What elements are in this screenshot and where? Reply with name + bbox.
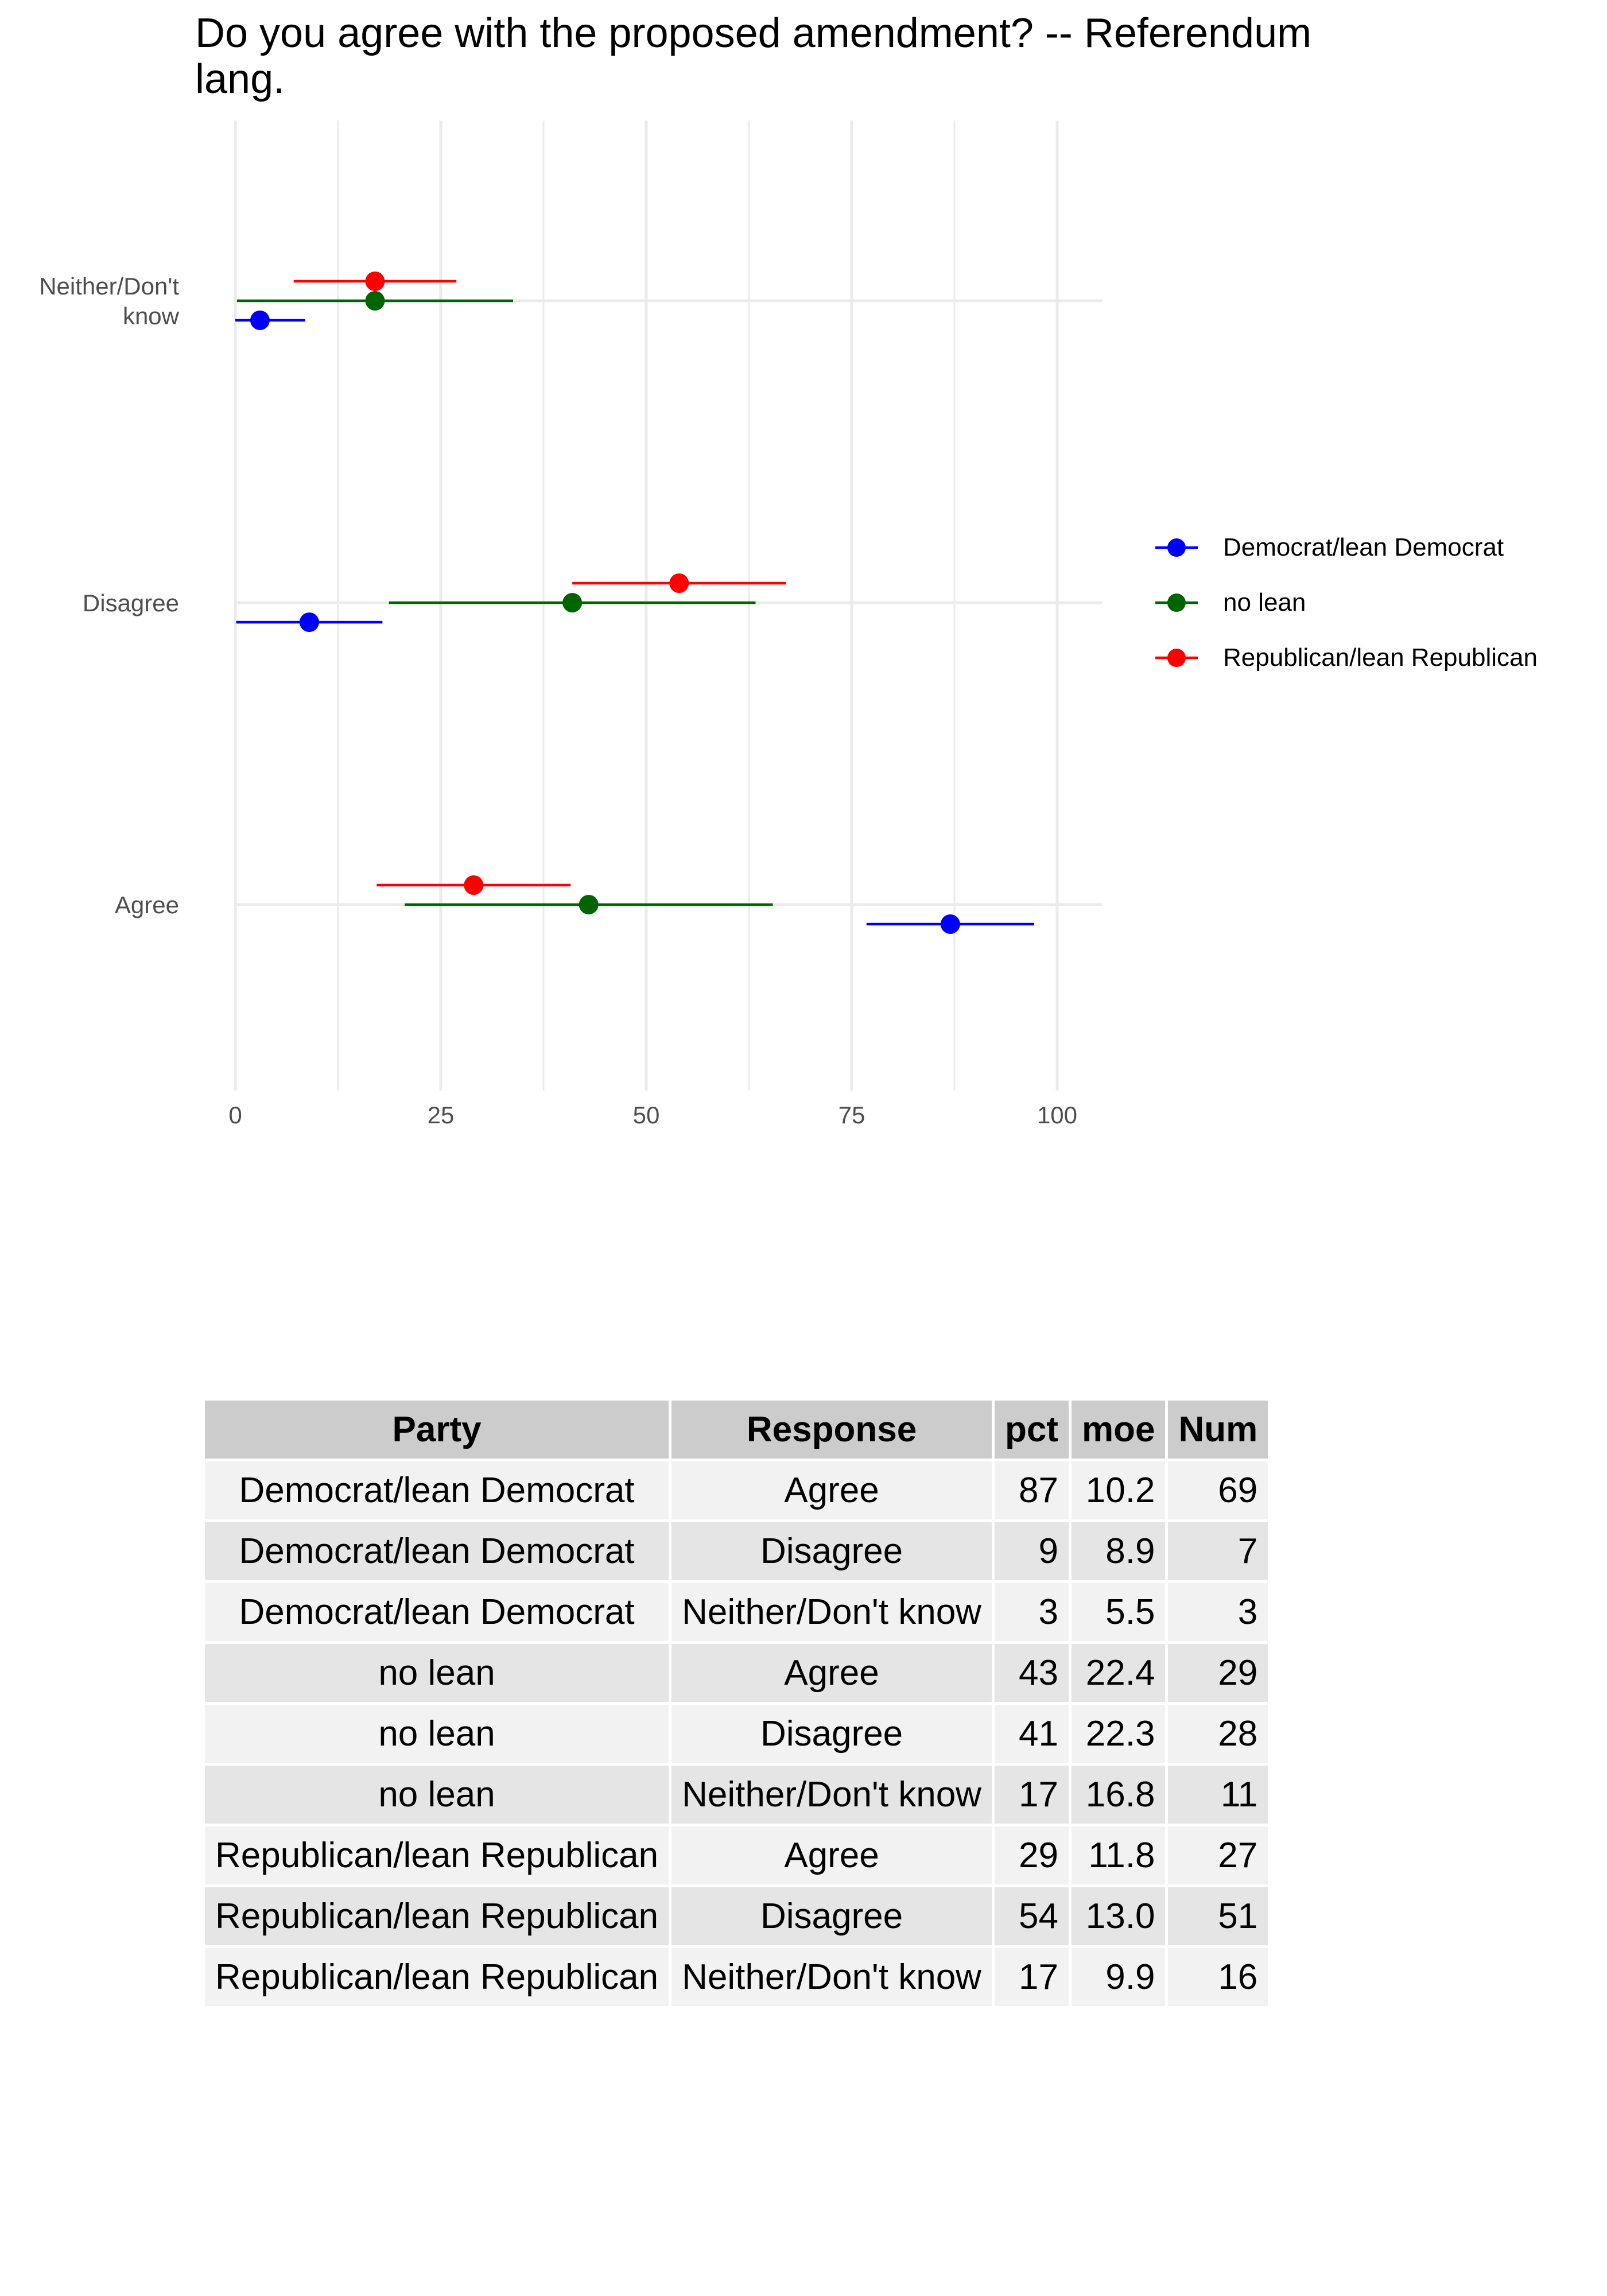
legend-label: Democrat/lean Democrat	[1223, 533, 1504, 561]
table-cell: 11	[1165, 1763, 1271, 1826]
table-cell: 9	[991, 1519, 1072, 1583]
table-header: Party Response pct moe Num	[201, 1398, 1271, 1461]
chart-title: Do you agree with the proposed amendment…	[195, 10, 1312, 102]
table-header-row: Party Response pct moe Num	[201, 1398, 1271, 1461]
data-point	[250, 311, 270, 330]
table-cell: 8.9	[1068, 1519, 1169, 1583]
legend-key-marker	[1155, 594, 1198, 612]
table-cell: 41	[991, 1702, 1072, 1766]
table-cell: Democrat/lean Democrat	[201, 1519, 672, 1583]
table-cell: Disagree	[669, 1884, 995, 1948]
table-row: Republican/lean Republican Disagree 54 13.0…	[201, 1884, 1271, 1948]
x-tick-label: 75	[839, 1102, 865, 1128]
column-header: Party	[201, 1398, 672, 1461]
table-body: Democrat/lean Democrat Agree 87 10.2 69 Democ…	[201, 1459, 1271, 2009]
table-cell: Neither/Don't know	[669, 1945, 995, 2009]
table-cell: 10.2	[1068, 1459, 1169, 1522]
table-row: no lean Neither/Don't know 17 16.8 11	[201, 1763, 1271, 1826]
table-cell: 28	[1165, 1702, 1271, 1766]
table-cell: 27	[1165, 1824, 1271, 1887]
table-cell: no lean	[201, 1763, 672, 1826]
data-point	[940, 914, 960, 934]
table-cell: 29	[991, 1824, 1072, 1887]
data-point	[579, 895, 599, 914]
data-point	[562, 593, 583, 612]
table-cell: Democrat/lean Democrat	[201, 1459, 672, 1522]
table-row: Republican/lean Republican Agree 29 11.8 27	[201, 1824, 1271, 1887]
data-table: Party Response pct moe Num Democrat/lean Dem…	[201, 1398, 1271, 2009]
column-header: Num	[1165, 1398, 1271, 1461]
table-row: Republican/lean Republican Neither/Don't …	[201, 1945, 1271, 2009]
table-cell: 5.5	[1068, 1580, 1169, 1644]
table-cell: 16	[1165, 1945, 1271, 2009]
table-row: no lean Agree 43 22.4 29	[201, 1641, 1271, 1705]
data-point	[365, 291, 385, 311]
data-point	[464, 875, 484, 895]
table-cell: Democrat/lean Democrat	[201, 1580, 672, 1644]
table-cell: 13.0	[1068, 1884, 1169, 1948]
table-cell: Disagree	[669, 1519, 995, 1583]
x-tick-label: 0	[228, 1102, 242, 1128]
table-cell: 7	[1165, 1519, 1271, 1583]
legend-key-marker	[1155, 649, 1198, 667]
legend-label: Republican/lean Republican	[1223, 643, 1538, 672]
table-cell: 22.3	[1068, 1702, 1169, 1766]
table-row: Democrat/lean Democrat Agree 87 10.2 69	[201, 1459, 1271, 1522]
table-cell: Agree	[669, 1459, 995, 1522]
legend-label: no lean	[1223, 588, 1306, 616]
table-cell: 54	[991, 1884, 1072, 1948]
chart-plot: 0 25 50 75 100 Agree Disagree Neither/Don't know	[39, 121, 1102, 1128]
table-cell: 17	[991, 1945, 1072, 2009]
y-tick-label: Neither/Don't know	[39, 273, 179, 329]
data-point	[365, 272, 385, 291]
table-cell: 69	[1165, 1459, 1271, 1522]
table-cell: 17	[991, 1763, 1072, 1826]
table-cell: 16.8	[1068, 1763, 1169, 1826]
table-cell: 43	[991, 1641, 1072, 1705]
table-cell: Agree	[669, 1641, 995, 1705]
x-tick-label: 25	[428, 1102, 455, 1128]
table-cell: 9.9	[1068, 1945, 1169, 2009]
y-tick-label: Disagree	[83, 589, 179, 616]
x-tick-label: 100	[1037, 1102, 1077, 1128]
table-cell: Neither/Don't know	[669, 1763, 995, 1826]
table-cell: Republican/lean Republican	[201, 1824, 672, 1887]
column-header: Response	[669, 1398, 995, 1461]
data-point	[299, 612, 319, 632]
column-header: moe	[1068, 1398, 1169, 1461]
table-cell: 51	[1165, 1884, 1271, 1948]
x-tick-label: 50	[633, 1102, 660, 1128]
table-cell: no lean	[201, 1702, 672, 1766]
data-point	[669, 573, 689, 593]
table-cell: Disagree	[669, 1702, 995, 1766]
table-cell: Agree	[669, 1824, 995, 1887]
table-cell: 87	[991, 1459, 1072, 1522]
table-cell: Republican/lean Republican	[201, 1884, 672, 1948]
table-row: Democrat/lean Democrat Disagree 9 8.9 7	[201, 1519, 1271, 1583]
table-cell: 3	[1165, 1580, 1271, 1644]
column-header: pct	[991, 1398, 1072, 1461]
table-cell: 29	[1165, 1641, 1271, 1705]
y-tick-label: Agree	[115, 891, 179, 918]
table-cell: 11.8	[1068, 1824, 1169, 1887]
table-cell: no lean	[201, 1641, 672, 1705]
table-row: no lean Disagree 41 22.3 28	[201, 1702, 1271, 1766]
legend-key-marker	[1155, 538, 1198, 557]
table-cell: Neither/Don't know	[669, 1580, 995, 1644]
table-cell: 3	[991, 1580, 1072, 1644]
table-row: Democrat/lean Democrat Neither/Don't know…	[201, 1580, 1271, 1644]
table-cell: 22.4	[1068, 1641, 1169, 1705]
table-cell: Republican/lean Republican	[201, 1945, 672, 2009]
